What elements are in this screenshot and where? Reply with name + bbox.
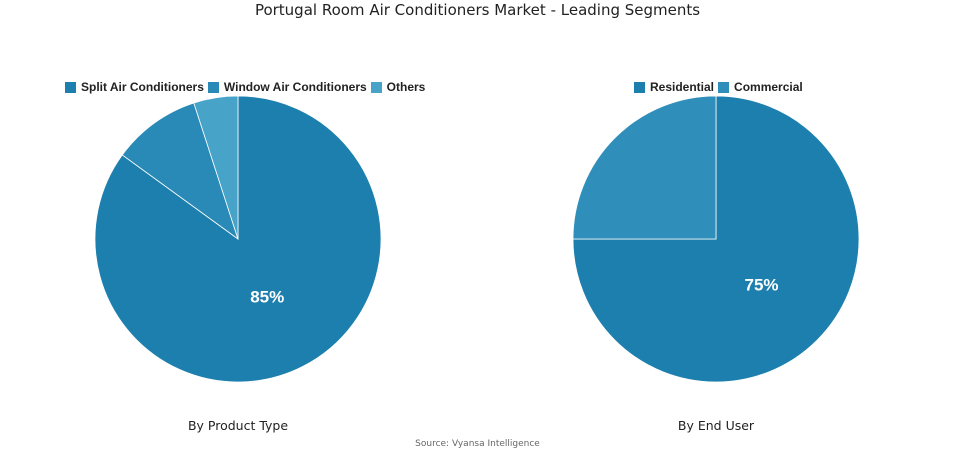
legend-label: Split Air Conditioners bbox=[81, 80, 204, 94]
legend-label: Others bbox=[386, 80, 426, 94]
pie-slice-residential bbox=[572, 95, 860, 383]
pie-slice-split-air-conditioners bbox=[94, 95, 382, 383]
legend-swatch bbox=[370, 81, 382, 93]
chart-title: Portugal Room Air Conditioners Market - … bbox=[254, 1, 701, 19]
subtitle-end-user: By End User bbox=[677, 418, 755, 433]
legend-product-type: Split Air Conditioners Window Air Condit… bbox=[61, 80, 425, 94]
legend-swatch bbox=[718, 81, 730, 93]
pie-slice-window-air-conditioners bbox=[121, 102, 239, 241]
pie-slice-commercial bbox=[572, 95, 717, 240]
source-note: Source: Vyansa Intelligence bbox=[415, 439, 540, 449]
data-label: 75% bbox=[744, 276, 778, 295]
data-label: 85% bbox=[250, 287, 284, 306]
legend-label: Window Air Conditioners bbox=[223, 80, 367, 94]
legend-swatch bbox=[634, 81, 645, 93]
legend-swatch bbox=[65, 81, 76, 93]
legend-label: Commercial bbox=[734, 80, 803, 94]
subtitle-product-type: By Product Type bbox=[187, 418, 289, 433]
pie-slice-others bbox=[193, 95, 239, 240]
legend-swatch bbox=[207, 81, 219, 93]
legend-label: Residential bbox=[650, 80, 715, 94]
legend-end-user: Residential Commercial bbox=[630, 80, 803, 94]
